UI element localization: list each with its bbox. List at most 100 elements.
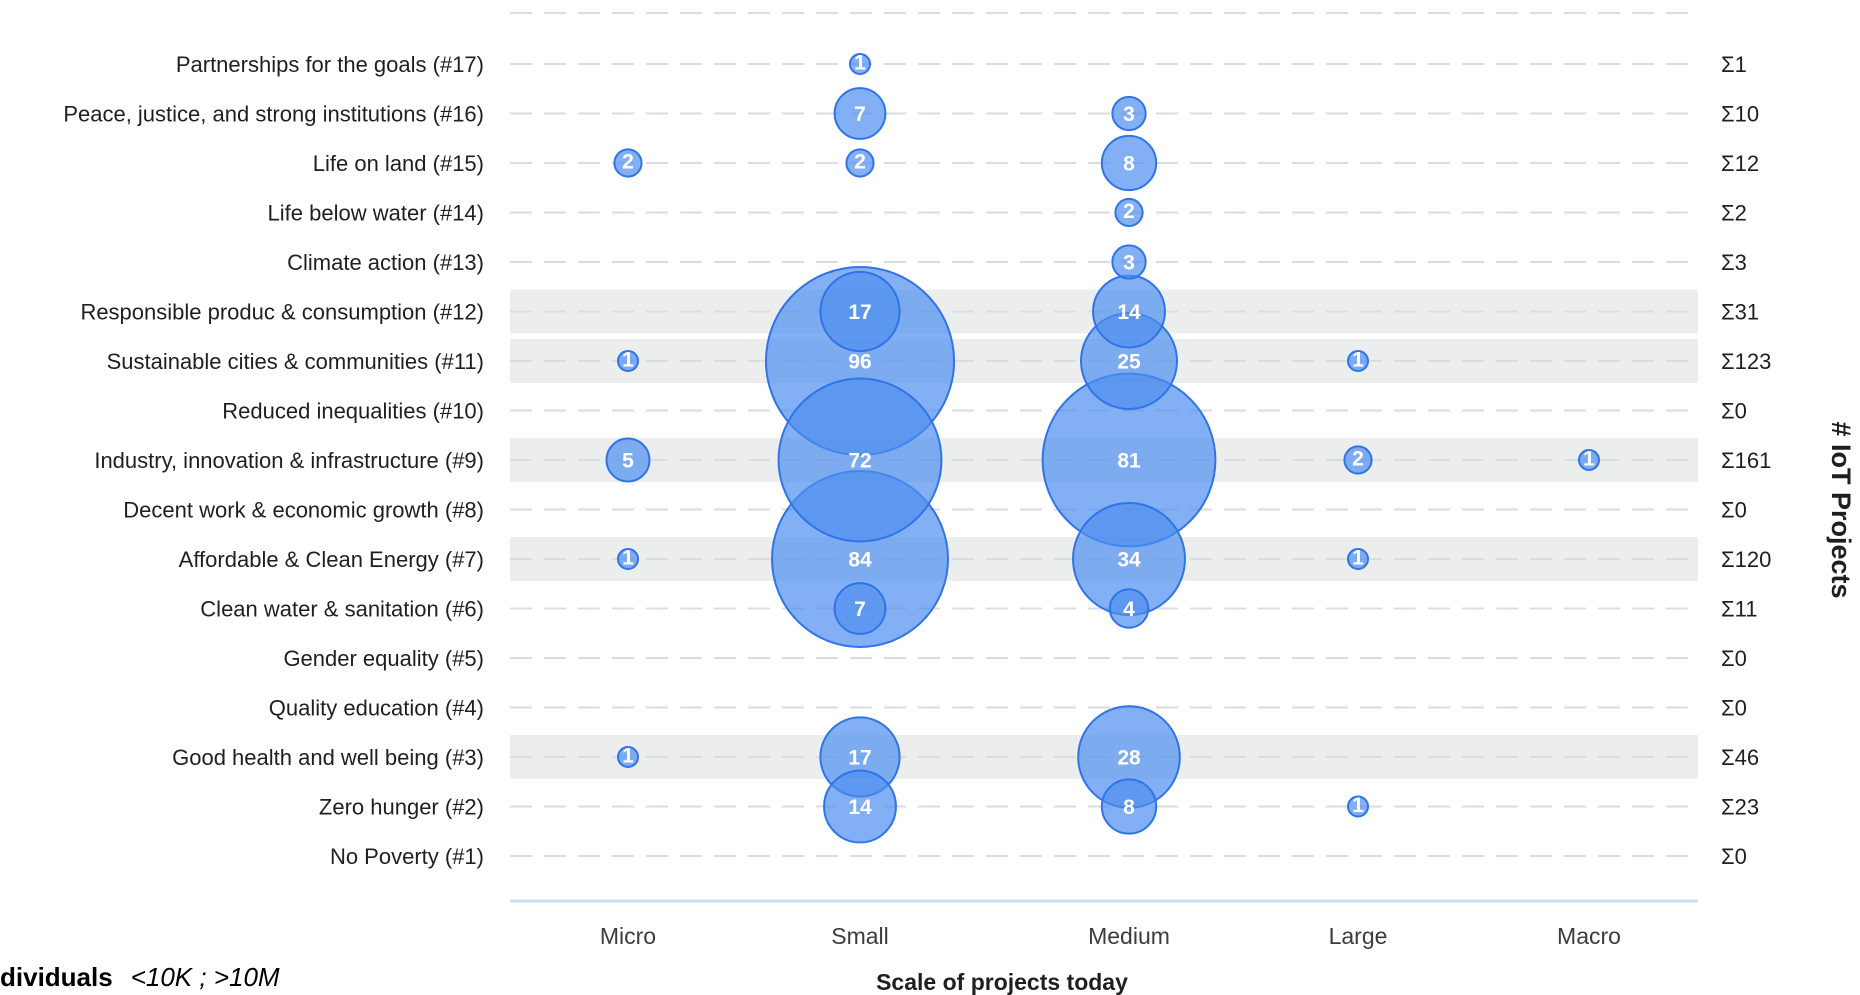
bubble-value-label: 3 — [1123, 252, 1135, 275]
bubble — [613, 148, 643, 178]
bubble-value-label: 1 — [1352, 794, 1364, 817]
bubble-value-label: 8 — [1123, 153, 1135, 176]
bubble — [1108, 588, 1150, 629]
bubble — [833, 582, 887, 635]
row-sum-label: Σ10 — [1721, 102, 1759, 127]
row-label: Responsible produc & consumption (#12) — [80, 300, 484, 325]
bubble-value-label: 4 — [1123, 598, 1135, 621]
bubble-value-label: 81 — [1117, 450, 1141, 473]
legend-snippet: dividuals <10K ; >10M — [0, 962, 280, 993]
row-sum-label: Σ123 — [1721, 349, 1771, 374]
row-labels: Partnerships for the goals (#17) Peace, j… — [63, 52, 484, 869]
bubble — [605, 437, 651, 483]
bubble-value-label: 28 — [1117, 747, 1141, 770]
bubble — [617, 350, 639, 372]
x-tick-label: Macro — [1557, 923, 1621, 949]
sum-labels: Σ1 Σ10 Σ12 Σ2 Σ3 Σ31 Σ123 Σ0 Σ161 Σ0 Σ120 Σ11 Σ0 Σ0 Σ4… — [1721, 52, 1771, 869]
row-sum-label: Σ120 — [1721, 547, 1771, 572]
bubble — [833, 87, 887, 140]
row-sum-label: Σ46 — [1721, 745, 1759, 770]
x-tick-label: Medium — [1088, 923, 1170, 949]
bubble — [845, 148, 875, 178]
x-tick-label: Micro — [600, 923, 656, 949]
bubble — [1347, 350, 1369, 372]
bubble — [823, 769, 897, 844]
bubble-value-label: 1 — [622, 546, 634, 569]
bubble — [1111, 95, 1147, 132]
bubble-value-label: 1 — [1352, 546, 1364, 569]
row-sum-label: Σ11 — [1721, 597, 1757, 622]
bubble-value-label: 14 — [1117, 301, 1141, 324]
bubble-value-label: 7 — [854, 103, 866, 126]
row-sum-label: Σ3 — [1721, 250, 1747, 275]
bubble-value-label: 84 — [848, 549, 872, 572]
row-label: Zero hunger (#2) — [319, 795, 484, 820]
bubble — [1111, 244, 1147, 280]
row-sum-label: Σ0 — [1721, 696, 1747, 721]
bubble-value-label: 1 — [622, 348, 634, 371]
row-sum-label: Σ31 — [1721, 300, 1759, 325]
row-sum-label: Σ0 — [1721, 844, 1747, 869]
row-sum-label: Σ12 — [1721, 151, 1759, 176]
bubble-value-label: 1 — [854, 51, 866, 74]
row-label: Climate action (#13) — [287, 250, 484, 275]
bubble-value-label: 8 — [1123, 796, 1135, 819]
x-tick-label: Large — [1329, 923, 1388, 949]
right-axis-title: # IoT Projects — [1826, 421, 1856, 598]
bubble-value-label: 2 — [854, 150, 866, 173]
x-tick-label: Small — [831, 923, 889, 949]
legend-bold-text: dividuals — [0, 962, 113, 992]
legend-italic-text: <10K ; >10M — [130, 962, 280, 992]
row-label: Clean water & sanitation (#6) — [200, 597, 484, 622]
bubble — [1343, 445, 1373, 475]
bubble-value-label: 14 — [848, 796, 872, 819]
bubbles: 96 84 81 72 34 28 25 17 17 14 14 8 8 7 7 5 4 3 3 2 2 2 2 1 1 1 1 1 1… — [605, 51, 1600, 844]
bubble — [819, 270, 901, 353]
bubble-value-label: 1 — [1352, 348, 1364, 371]
bubble-value-label: 1 — [1583, 447, 1595, 470]
bubble — [1578, 449, 1600, 471]
bubble — [617, 548, 639, 570]
x-tick-labels: Micro Small Medium Large Macro — [600, 923, 1621, 949]
bubble — [1100, 778, 1158, 835]
bubble-value-label: 25 — [1117, 351, 1141, 374]
bubble-value-label: 2 — [622, 150, 634, 173]
row-label: Sustainable cities & communities (#11) — [107, 349, 484, 374]
bubble-value-label: 34 — [1117, 549, 1141, 572]
bubble-value-label: 96 — [848, 351, 871, 374]
bubble-value-label: 72 — [848, 450, 871, 473]
bubble — [617, 746, 639, 768]
bubble — [849, 53, 871, 75]
row-sum-label: Σ0 — [1721, 646, 1747, 671]
row-sum-label: Σ0 — [1721, 399, 1747, 424]
row-label: Quality education (#4) — [269, 696, 484, 721]
bubble-value-label: 7 — [854, 598, 866, 621]
bubble — [1347, 795, 1369, 818]
row-label: Affordable & Clean Energy (#7) — [179, 547, 484, 572]
row-label: Reduced inequalities (#10) — [222, 399, 484, 424]
row-label: Life on land (#15) — [313, 151, 484, 176]
bubble — [1100, 134, 1158, 192]
row-sum-label: Σ1 — [1721, 52, 1747, 77]
row-sum-label: Σ23 — [1721, 795, 1759, 820]
row-label: Partnerships for the goals (#17) — [176, 52, 484, 77]
bubble-value-label: 3 — [1123, 103, 1135, 126]
row-label: Life below water (#14) — [268, 201, 484, 226]
bubble — [1347, 548, 1369, 570]
row-label: Gender equality (#5) — [283, 646, 484, 671]
bubble-value-label: 2 — [1123, 200, 1135, 223]
x-axis-title: Scale of projects today — [876, 969, 1128, 995]
bubble — [1114, 197, 1144, 228]
row-sum-label: Σ0 — [1721, 498, 1747, 523]
row-sum-label: Σ161 — [1721, 448, 1771, 473]
bubble-value-label: 2 — [1352, 447, 1364, 470]
bubble-value-label: 5 — [622, 450, 634, 473]
bubble — [777, 377, 943, 543]
bubble-value-label: 1 — [622, 744, 634, 767]
row-sum-label: Σ2 — [1721, 201, 1747, 226]
row-label: No Poverty (#1) — [330, 844, 484, 869]
row-label: Industry, innovation & infrastructure (#… — [94, 448, 484, 473]
row-label: Peace, justice, and strong institutions … — [63, 102, 484, 127]
bubble-value-label: 17 — [848, 747, 871, 770]
